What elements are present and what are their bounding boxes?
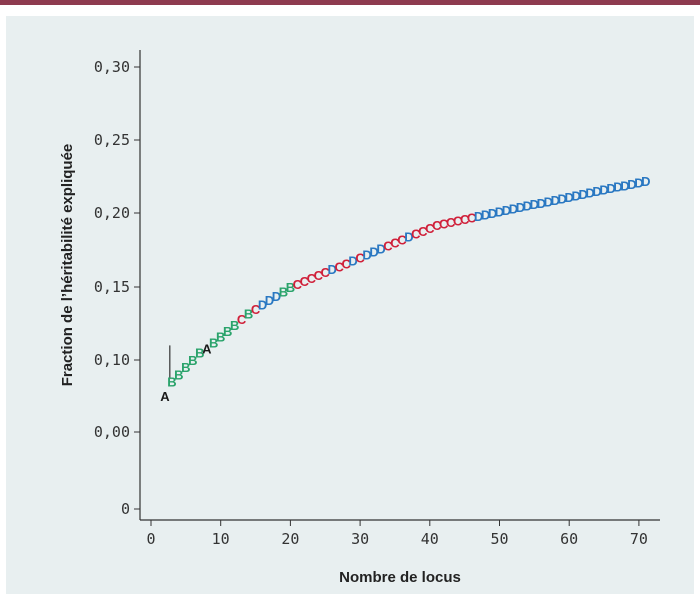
data-point-d: D <box>565 190 574 205</box>
data-point-b: B <box>195 346 204 361</box>
data-point-c: C <box>341 256 351 271</box>
data-point-d: D <box>258 298 267 313</box>
data-point-c: C <box>251 302 261 317</box>
x-tick-label: 60 <box>560 530 578 548</box>
data-point-c: C <box>383 239 393 254</box>
data-point-b: B <box>174 367 183 382</box>
data-point-d: D <box>578 187 587 202</box>
data-point-d: D <box>599 183 608 198</box>
data-point-c: C <box>307 271 317 286</box>
data-point-c: C <box>432 218 442 233</box>
data-point-c: C <box>439 216 449 231</box>
data-point-c: C <box>293 277 303 292</box>
x-tick-label: 40 <box>421 530 439 548</box>
data-point-d: D <box>606 181 615 196</box>
data-point-d: D <box>516 200 525 215</box>
axes <box>139 50 660 521</box>
data-point-d: D <box>558 191 567 206</box>
data-point-c: C <box>425 221 435 236</box>
data-point-d: D <box>523 199 532 214</box>
data-point-b: B <box>188 353 197 368</box>
data-point-d: D <box>551 193 560 208</box>
data-point-d: D <box>348 253 357 268</box>
axis-ticks: 0 0,00 0,10 0,15 0,20 0,25 0,30 0 10 20 30 40 50 60 70 <box>94 58 648 548</box>
data-point-d: D <box>376 242 385 257</box>
data-point-b: B <box>223 324 232 339</box>
y-tick-label: 0,20 <box>94 204 130 222</box>
data-point-d: D <box>634 175 643 190</box>
data-point-b: B <box>167 375 176 390</box>
data-point-d: D <box>328 262 337 277</box>
data-point-d: D <box>362 247 371 262</box>
data-point-b: B <box>216 330 225 345</box>
data-point-b: B <box>181 360 190 375</box>
data-point-a: A <box>160 389 170 404</box>
data-point-b: B <box>244 306 253 321</box>
x-tick-label: 70 <box>630 530 648 548</box>
data-point-d: D <box>613 180 622 195</box>
data-point-c: C <box>418 224 428 239</box>
data-point-d: D <box>481 207 490 222</box>
y-tick-label: 0 <box>121 500 130 518</box>
data-point-d: D <box>530 197 539 212</box>
x-tick-label: 0 <box>146 530 155 548</box>
data-point-d: D <box>265 293 274 308</box>
data-point-c: C <box>390 236 400 251</box>
data-point-c: C <box>460 212 470 227</box>
data-point-c: C <box>446 215 456 230</box>
data-point-b: B <box>286 280 295 295</box>
y-tick-label: 0,25 <box>94 131 130 149</box>
data-point-c: C <box>300 274 310 289</box>
data-point-d: D <box>369 244 378 259</box>
data-point-b: B <box>279 284 288 299</box>
y-tick-label: 0,10 <box>94 351 130 369</box>
top-accent-bar <box>0 0 700 5</box>
data-point-d: D <box>495 205 504 220</box>
y-tick-label: 0,30 <box>94 58 130 76</box>
x-tick-label: 50 <box>490 530 508 548</box>
y-tick-label: 0,15 <box>94 278 130 296</box>
data-point-d: D <box>537 196 546 211</box>
data-point-c: C <box>467 210 477 225</box>
data-point-d: D <box>544 194 553 209</box>
data-point-d: D <box>620 178 629 193</box>
data-point-d: D <box>502 203 511 218</box>
data-point-d: D <box>641 174 650 189</box>
data-point-c: C <box>453 213 463 228</box>
data-point-c: C <box>355 250 365 265</box>
data-point-d: D <box>592 184 601 199</box>
x-tick-label: 20 <box>281 530 299 548</box>
data-point-d: D <box>404 230 413 245</box>
data-point-d: D <box>571 188 580 203</box>
data-point-b: B <box>230 318 239 333</box>
chart-panel <box>6 16 694 594</box>
data-point-b: B <box>209 335 218 350</box>
data-point-d: D <box>585 186 594 201</box>
data-point-d: D <box>474 209 483 224</box>
data-markers: ABBBBBABBBBCBCDDDBBCCCCCDCCDCDDDCCCDCCCC… <box>160 174 650 404</box>
data-point-d: D <box>509 202 518 217</box>
data-point-a: A <box>202 341 212 356</box>
data-point-c: C <box>237 312 247 327</box>
data-point-d: D <box>272 289 281 304</box>
data-point-d: D <box>488 206 497 221</box>
y-axis-title: Fraction de l’héritabilité expliquée <box>59 144 76 387</box>
data-point-c: C <box>411 227 421 242</box>
x-tick-label: 10 <box>212 530 230 548</box>
data-point-c: C <box>397 233 407 248</box>
y-tick-label: 0,00 <box>94 423 130 441</box>
data-point-c: C <box>314 268 324 283</box>
data-point-c: C <box>334 259 344 274</box>
data-point-d: D <box>627 177 636 192</box>
x-axis-title: Nombre de locus <box>339 569 461 586</box>
x-tick-label: 30 <box>351 530 369 548</box>
data-point-c: C <box>321 265 331 280</box>
